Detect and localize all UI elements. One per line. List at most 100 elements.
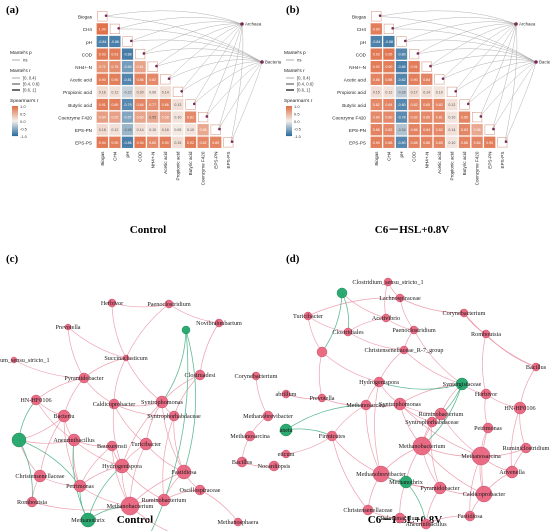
panel-label-d: (d) xyxy=(286,253,300,265)
network-edge-positive xyxy=(111,302,127,359)
heatmap-cell xyxy=(370,110,383,124)
mantel-link xyxy=(504,61,537,143)
network-node-label: Bauxurensii xyxy=(97,443,127,450)
network-edge-positive xyxy=(63,415,81,487)
network-edge-positive xyxy=(519,366,537,409)
cell-value: -0.88 xyxy=(385,40,393,44)
heatmap-cell xyxy=(171,98,185,111)
cell-value: 0.10 xyxy=(174,116,181,120)
heatmap-cell xyxy=(370,98,383,111)
cell-value: 0.61 xyxy=(137,65,144,69)
x-tick-label: pH xyxy=(125,152,130,158)
legend-colorbar-slice xyxy=(286,132,292,134)
cell-value: 0.90 xyxy=(99,78,106,82)
network-node xyxy=(459,308,469,318)
network-node-label: Novibrahmbartum xyxy=(196,320,242,327)
diag-anchor xyxy=(479,115,483,118)
cell-value: 0.12 xyxy=(111,90,118,94)
cell-value: 0.90 xyxy=(486,141,493,145)
heatmap-cell xyxy=(433,136,446,149)
diag-anchor xyxy=(492,127,495,131)
heatmap-cell xyxy=(395,85,408,99)
cell-value: 0.15 xyxy=(174,141,181,145)
network-node-label: Paenoclostridium xyxy=(147,301,190,308)
legend-colorbar-slice xyxy=(286,114,292,116)
network-node xyxy=(434,407,448,421)
cell-value: 0.82 xyxy=(385,128,392,132)
cell-value: 0.56 xyxy=(200,128,207,132)
cell-value: 0.81 xyxy=(436,116,443,120)
network-node-label: Christensenellaceae xyxy=(15,473,64,480)
cell-value: 0.60 xyxy=(137,116,144,120)
cell-value: 0.88 xyxy=(411,141,418,145)
legend-colorbar-slice xyxy=(286,113,292,115)
network-node xyxy=(281,389,291,399)
cell-value: 0.72 xyxy=(99,65,106,69)
x-tick-label: pH xyxy=(399,152,404,158)
legend-colorbar-slice xyxy=(286,127,292,129)
network-edge-positive xyxy=(162,415,175,501)
heatmap-cell xyxy=(395,73,408,86)
heatmap-cell xyxy=(133,60,147,73)
target-label: Bacteria xyxy=(265,60,282,65)
network-node xyxy=(399,475,413,489)
network-edge-negative xyxy=(150,329,189,531)
mantel-link xyxy=(466,61,537,105)
cell-value: 0.76 xyxy=(111,65,118,69)
network-edge-positive xyxy=(63,377,85,417)
cell-value: 0.86 xyxy=(423,141,430,145)
network-edge-positive xyxy=(403,349,463,385)
network-node-label: Syntrophorhabdaceae xyxy=(405,419,459,426)
cell-value: -0.57 xyxy=(123,116,131,120)
network-node-label: Pyramidobacter xyxy=(64,375,103,382)
network-node xyxy=(279,423,293,437)
network-node xyxy=(394,512,406,524)
legend-colorbar-slice xyxy=(286,122,292,124)
x-tick-label: Propionic acid xyxy=(176,151,181,180)
heatmap-cell xyxy=(133,136,147,149)
heatmap-cell xyxy=(146,110,159,124)
network-node-label: Aneurinibacillus xyxy=(405,521,447,528)
heatmap-cell xyxy=(171,136,185,149)
diag-anchor xyxy=(142,52,146,55)
cell-value: -0.80 xyxy=(397,103,405,107)
heatmap-cell xyxy=(121,123,134,136)
panel-label-c: (c) xyxy=(6,253,19,265)
heatmap-cell xyxy=(96,123,109,136)
network-node-label: Caldicoprobacter xyxy=(463,491,506,498)
heatmap-cell xyxy=(445,136,459,149)
legend-colorbar-slice xyxy=(286,115,292,117)
target-label: Bacteria xyxy=(539,60,550,65)
mantel-link xyxy=(378,10,517,25)
diag-anchor xyxy=(167,77,171,80)
cell-value: 0.90 xyxy=(111,78,118,82)
cell-value: 0.93 xyxy=(373,53,380,57)
cell-value: 0.90 xyxy=(373,141,380,145)
network-node-label: Prevotella xyxy=(309,395,334,402)
heatmap-cell xyxy=(133,123,147,136)
cell-value: 0.91 xyxy=(99,103,106,107)
legend-colorbar-slice xyxy=(286,107,292,109)
heatmap-cell xyxy=(370,136,383,149)
mantel-link xyxy=(403,21,517,42)
heatmap-cell xyxy=(420,73,433,86)
cell-value: -0.88 xyxy=(123,53,131,57)
cell-value: 0.82 xyxy=(436,103,443,107)
cell-value: 0.14 xyxy=(448,128,455,132)
mantel-link xyxy=(466,23,517,105)
cell-value: 0.55 xyxy=(149,116,156,120)
legend-mantel-r-item: [0.6, 1] xyxy=(23,88,36,93)
network-node-label: Syntergistaceae xyxy=(443,381,482,388)
cell-value: 0.81 xyxy=(187,116,194,120)
network-node-label: Methanobrevibacter xyxy=(243,413,293,420)
network-node-label: Methanobrevibacter xyxy=(356,471,406,478)
network-node-label: Methanothrix xyxy=(389,479,424,486)
mantel-link xyxy=(492,23,517,130)
network-node-label: Aneurinibacillus xyxy=(53,437,95,444)
cell-value: 0.90 xyxy=(111,141,118,145)
network-edge-positive xyxy=(121,465,165,501)
x-tick-label: EPS-PS xyxy=(500,152,505,169)
legend-colorbar-slice xyxy=(12,106,18,108)
caption-b: C6－HSL+0.8V xyxy=(375,224,449,236)
diag-anchor xyxy=(504,140,508,143)
